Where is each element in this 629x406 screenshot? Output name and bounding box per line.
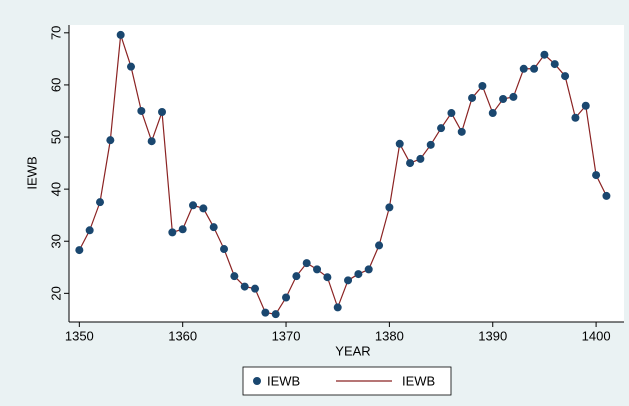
marker (344, 276, 353, 285)
marker (581, 101, 590, 110)
marker (416, 154, 425, 163)
marker (323, 273, 332, 282)
marker (85, 226, 94, 235)
x-tick-label: 1380 (375, 328, 404, 343)
marker (571, 113, 580, 122)
marker (333, 303, 342, 312)
x-tick-label: 1370 (272, 328, 301, 343)
marker (354, 270, 363, 279)
marker (602, 191, 611, 200)
marker (406, 159, 415, 168)
marker (478, 81, 487, 90)
x-axis-label: YEAR (335, 343, 370, 358)
marker (488, 109, 497, 118)
line (78, 34, 607, 315)
marker (385, 203, 394, 212)
marker (530, 64, 539, 73)
marker (271, 310, 280, 319)
marker (395, 139, 404, 148)
marker (509, 92, 518, 101)
legend-label: IEWB (267, 373, 300, 388)
marker (364, 265, 373, 274)
marker (519, 64, 528, 73)
y-tick-label: 70 (48, 26, 63, 40)
x-tick-label: 1350 (65, 328, 94, 343)
marker (561, 72, 570, 81)
x-tick-label: 1400 (582, 328, 611, 343)
marker (137, 106, 146, 115)
marker (302, 259, 311, 268)
marker (158, 108, 167, 117)
marker (540, 50, 549, 59)
x-tick-label: 1390 (478, 328, 507, 343)
marker (447, 109, 456, 118)
marker (375, 241, 384, 250)
marker (499, 94, 508, 103)
marker (220, 245, 229, 254)
marker (127, 62, 136, 71)
y-tick-label: 60 (48, 78, 63, 92)
marker (199, 204, 208, 213)
marker (106, 136, 115, 145)
marker (313, 265, 322, 274)
y-tick-label: 30 (48, 234, 63, 248)
marker (209, 223, 218, 232)
x-tick-label: 1360 (168, 328, 197, 343)
marker (282, 293, 291, 302)
marker (240, 282, 249, 291)
marker (96, 198, 105, 207)
marker (261, 308, 270, 317)
marker (457, 127, 466, 136)
legend-label: IEWB (402, 373, 435, 388)
marker (426, 140, 435, 149)
y-tick-label: 40 (48, 182, 63, 196)
marker (230, 272, 239, 281)
marker (147, 137, 156, 146)
marker (75, 246, 84, 255)
legend-marker (253, 377, 261, 385)
marker (178, 225, 187, 234)
y-tick-label: 20 (48, 286, 63, 300)
y-axis-label: IEWB (24, 156, 39, 189)
marker (592, 171, 601, 180)
marker (116, 30, 125, 39)
marker (168, 228, 177, 237)
marker (468, 93, 477, 102)
plot-area (69, 25, 624, 322)
marker (437, 124, 446, 133)
marker (550, 60, 559, 69)
marker (251, 284, 260, 293)
marker (189, 201, 198, 210)
marker (292, 272, 301, 281)
y-tick-label: 50 (48, 130, 63, 144)
